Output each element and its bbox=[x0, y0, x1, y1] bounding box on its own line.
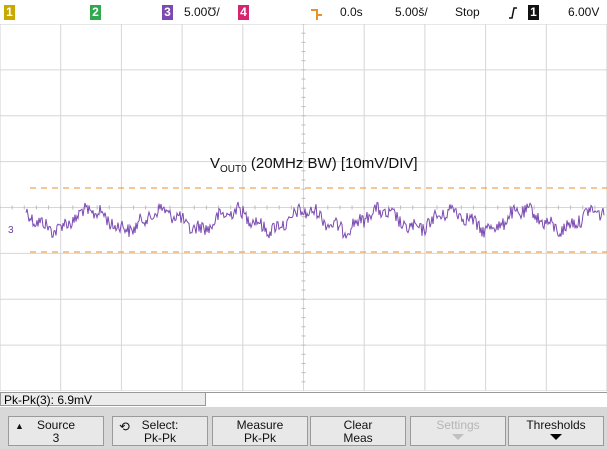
trigger-level: 6.00V bbox=[568, 5, 600, 19]
measurement-strip bbox=[206, 392, 607, 406]
softkey-value: Meas bbox=[343, 431, 373, 445]
measurement-readout: Pk-Pk(3): 6.9mV bbox=[0, 392, 206, 407]
softkey-bar: ▲ Source 3 ⟲ Select: Pk-Pk Measure Pk-Pk… bbox=[0, 407, 607, 449]
clear-measurements-softkey[interactable]: Clear Meas bbox=[310, 416, 406, 446]
status-bar: 1 2 3 5.00Ʊ/ 4 0.0s 5.00š/ Stop 1 6.00V bbox=[0, 0, 607, 25]
softkey-label: Measure bbox=[236, 418, 284, 432]
softkey-value: Pk-Pk bbox=[143, 431, 176, 445]
channel-1-indicator[interactable]: 1 bbox=[4, 5, 15, 20]
softkey-label: Source bbox=[36, 418, 76, 432]
softkey-value: 3 bbox=[52, 431, 60, 445]
channel-4-indicator[interactable]: 4 bbox=[238, 5, 249, 20]
channel-3-indicator[interactable]: 3 bbox=[162, 5, 173, 20]
softkey-label: Select: bbox=[141, 418, 179, 432]
select-measurement-softkey[interactable]: ⟲ Select: Pk-Pk bbox=[112, 416, 208, 446]
thresholds-softkey[interactable]: Thresholds bbox=[508, 416, 604, 446]
horizontal-delay: 0.0s bbox=[340, 5, 363, 19]
source-softkey[interactable]: ▲ Source 3 bbox=[8, 416, 104, 446]
waveform-display: VOUT0 (20MHz BW) [10mV/DIV] 3 bbox=[0, 24, 607, 391]
channel-3-waveform bbox=[25, 201, 605, 240]
softkey-label: Thresholds bbox=[526, 418, 586, 432]
softkey-value: Pk-Pk bbox=[243, 431, 276, 445]
source-knob-icon: ▲ bbox=[15, 421, 24, 431]
measure-softkey[interactable]: Measure Pk-Pk bbox=[212, 416, 308, 446]
softkey-label: Clear bbox=[343, 418, 373, 432]
trigger-source-indicator: 1 bbox=[528, 5, 539, 20]
waveform-title: VOUT0 (20MHz BW) [10mV/DIV] bbox=[210, 155, 418, 175]
channel-2-indicator[interactable]: 2 bbox=[90, 5, 101, 20]
channel-3-ground-marker: 3 bbox=[8, 225, 14, 236]
timebase-scale: 5.00š/ bbox=[395, 5, 428, 19]
run-state: Stop bbox=[455, 5, 480, 19]
entry-knob-icon: ⟲ bbox=[119, 419, 130, 434]
channel-3-scale: 5.00Ʊ/ bbox=[184, 5, 220, 19]
graticule bbox=[0, 24, 607, 391]
settings-softkey[interactable]: Settings bbox=[410, 416, 506, 446]
submenu-arrow-icon bbox=[452, 434, 464, 440]
softkey-label: Settings bbox=[436, 418, 480, 432]
submenu-arrow-icon bbox=[550, 434, 562, 440]
